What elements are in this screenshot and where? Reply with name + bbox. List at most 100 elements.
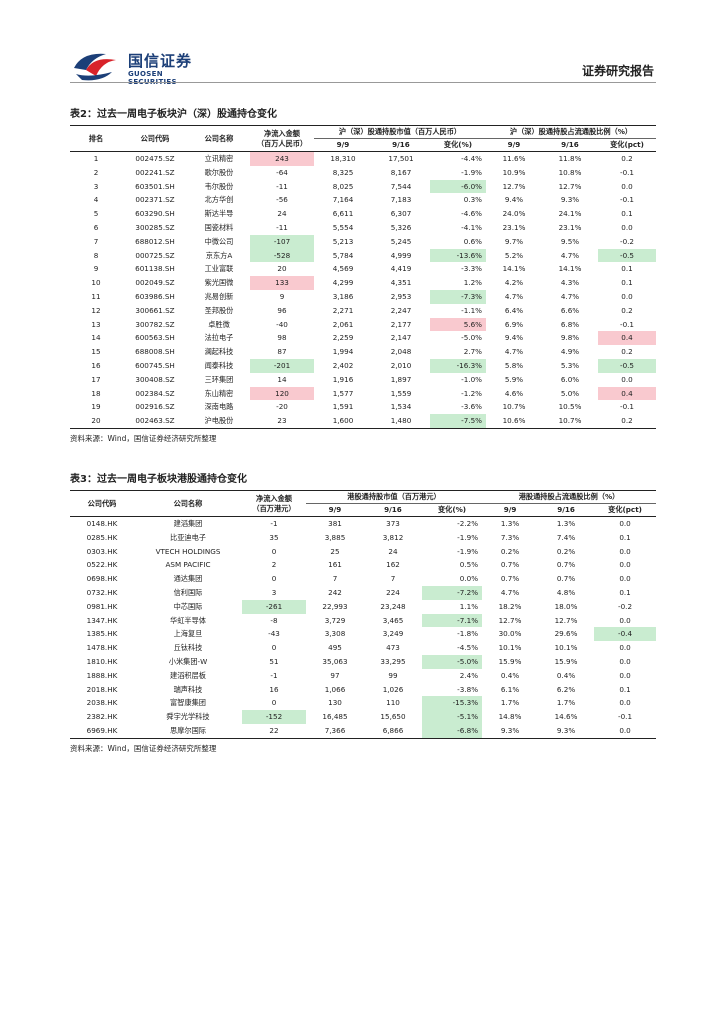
cell-r2: 6.0% bbox=[560, 374, 580, 384]
cell-inflow: -20 bbox=[276, 402, 288, 412]
cell-mv1: 495 bbox=[328, 643, 342, 653]
cell-mv1: 130 bbox=[328, 698, 342, 708]
table-row: 0981.HK 中芯国际 -261 22,993 23,248 1.1% 18.2% 18.0… bbox=[70, 599, 656, 614]
cell-r2: 4.7% bbox=[560, 291, 580, 301]
cell-mvchg: 1.1% bbox=[459, 601, 479, 611]
table3-header-mv-chg: 变化(%) bbox=[422, 503, 483, 517]
cell-mv2: 3,812 bbox=[382, 532, 404, 542]
table-row: 18 002384.SZ 东山精密 120 1,577 1,559 -1.2% 4.6% 5.0… bbox=[70, 386, 657, 401]
cell-mv2: 23,248 bbox=[380, 601, 406, 611]
cell-mvchg: -3.6% bbox=[461, 402, 482, 412]
guosen-logo: 国信证券 GUOSEN SECURITIES bbox=[72, 48, 202, 86]
cell-r1: 1.3% bbox=[500, 519, 520, 528]
cell-mv2: 17,501 bbox=[388, 154, 414, 163]
cell-mv2: 33,295 bbox=[380, 656, 406, 666]
header-divider bbox=[70, 82, 656, 83]
cell-name: 信利国际 bbox=[173, 587, 203, 597]
cell-mvchg: 0.3% bbox=[463, 195, 482, 205]
cell-inflow: -1 bbox=[270, 519, 278, 528]
cell-mvchg: -5.1% bbox=[422, 710, 483, 724]
guosen-logo-icon bbox=[74, 53, 116, 81]
cell-mv1: 1,994 bbox=[332, 347, 354, 357]
cell-r1: 5.8% bbox=[504, 360, 524, 370]
cell-mv2: 5,245 bbox=[390, 236, 412, 246]
cell-r1: 9.3% bbox=[482, 723, 539, 739]
report-type-label: 证券研究报告 bbox=[581, 64, 654, 78]
table3-header-net-inflow-line1: 净流入金额 bbox=[256, 493, 292, 503]
table2-header-mv-chg: 变化(%) bbox=[430, 138, 486, 152]
table3-header-ratio-group: 港股通持股占流通股比例（%） bbox=[482, 490, 657, 504]
cell-code: 6969.HK bbox=[70, 723, 134, 739]
cell-r1: 24.0% bbox=[502, 209, 526, 219]
cell-r1: 4.2% bbox=[504, 278, 524, 288]
cell-name: 中微公司 bbox=[204, 236, 234, 246]
table3-header-net-inflow: 净流入金额 （百万港元） bbox=[242, 490, 306, 517]
table3-header-mv-group: 港股通持股市值（百万港元） bbox=[306, 490, 483, 504]
cell-code: 601138.SH bbox=[135, 264, 175, 274]
cell-rank: 1 bbox=[93, 154, 99, 163]
cell-code: 002475.SZ bbox=[135, 154, 175, 163]
table-row: 4 002371.SZ 北方华创 -56 7,164 7,183 0.3% 9.4% 9.3% -… bbox=[70, 193, 656, 207]
cell-code: 2038.HK bbox=[86, 698, 118, 708]
cell-code: 002463.SZ bbox=[122, 414, 188, 429]
cell-r2: 4.3% bbox=[560, 278, 580, 288]
cell-r1: 5.2% bbox=[504, 250, 524, 260]
cell-inflow: -261 bbox=[242, 599, 306, 614]
cell-mv2: 473 bbox=[386, 643, 400, 653]
cell-code: 0303.HK bbox=[86, 546, 118, 556]
table-row: 13 300782.SZ 卓胜微 -40 2,061 2,177 5.6% 6.9% 6.8% -… bbox=[70, 317, 656, 332]
cell-r2: 0.7% bbox=[556, 560, 576, 570]
cell-mv2: 3,249 bbox=[382, 629, 404, 639]
table2-header-ratio-d2: 9/16 bbox=[542, 138, 598, 152]
cell-r1: 11.6% bbox=[502, 154, 526, 163]
cell-rchg: 0.0 bbox=[619, 670, 631, 680]
table-row: 2038.HK 富智康集团 0 130 110 -15.3% 1.7% 1.7% 0.0 bbox=[70, 696, 656, 711]
cell-mvchg: -3.8% bbox=[457, 684, 479, 694]
cell-code: 002384.SZ bbox=[135, 388, 175, 398]
cell-code: 1478.HK bbox=[86, 643, 118, 653]
cell-mvchg: -4.6% bbox=[461, 209, 482, 219]
cell-name: 思摩尔国际 bbox=[134, 723, 242, 739]
cell-r1: 12.7% bbox=[498, 615, 522, 625]
cell-mv2: 1,026 bbox=[382, 684, 404, 694]
cell-r2: 24.1% bbox=[558, 209, 582, 219]
cell-r1: 0.4% bbox=[500, 670, 520, 680]
cell-code: 603986.SH bbox=[135, 291, 175, 301]
cell-code: 0285.HK bbox=[86, 532, 118, 542]
cell-r2: 9.3% bbox=[538, 723, 595, 739]
table-row: 11 603986.SH 兆易创新 9 3,186 2,953 -7.3% 4.7% 4.7% 0… bbox=[70, 289, 656, 304]
cell-r1: 15.9% bbox=[498, 656, 522, 666]
cell-inflow: 96 bbox=[277, 305, 287, 315]
table2-header-ratio-group: 沪（深）股通持股占流通股比例（%） bbox=[486, 125, 657, 139]
cell-inflow: 24 bbox=[277, 209, 287, 219]
cell-name: 国瓷材料 bbox=[204, 222, 234, 232]
table3-header-ratio-d1: 9/9 bbox=[482, 503, 539, 517]
cell-r2: 14.1% bbox=[558, 264, 582, 274]
cell-name: 建滔集团 bbox=[173, 519, 203, 528]
cell-mv1: 6,611 bbox=[332, 209, 354, 219]
cell-mvchg: -6.0% bbox=[430, 179, 486, 194]
cell-mv2: 1,897 bbox=[390, 374, 412, 384]
cell-rchg: -0.2 bbox=[618, 601, 633, 611]
cell-mvchg: -1.0% bbox=[461, 374, 482, 384]
cell-inflow: 243 bbox=[250, 151, 314, 166]
cell-mv2: 110 bbox=[386, 698, 400, 708]
table-row: 19 002916.SZ 深南电路 -20 1,591 1,534 -3.6% 10.7% 10… bbox=[70, 400, 656, 414]
cell-mv1: 7,366 bbox=[306, 723, 364, 739]
cell-rank: 3 bbox=[93, 181, 99, 191]
table-row: 17 300408.SZ 三环集团 14 1,916 1,897 -1.0% 5.9% 6.0%… bbox=[70, 373, 656, 387]
cell-r2: 10.7% bbox=[542, 414, 598, 429]
cell-rchg: 0.0 bbox=[619, 519, 631, 528]
cell-r2: 1.7% bbox=[556, 698, 576, 708]
cell-code: 688008.SH bbox=[135, 347, 175, 357]
cell-rchg: -0.1 bbox=[619, 167, 635, 177]
cell-inflow: 133 bbox=[250, 276, 314, 290]
cell-r2: 7.4% bbox=[556, 532, 576, 542]
cell-inflow: 0 bbox=[271, 698, 277, 708]
cell-code: 002916.SZ bbox=[135, 402, 175, 412]
cell-mv2: 2,147 bbox=[390, 333, 412, 343]
cell-mv1: 161 bbox=[328, 560, 342, 570]
cell-name: 卓胜微 bbox=[208, 319, 230, 329]
table-row: 0698.HK 通达集团 0 7 7 0.0% 0.7% 0.7% 0.0 bbox=[70, 572, 656, 586]
cell-rchg: 0.1 bbox=[619, 587, 631, 597]
